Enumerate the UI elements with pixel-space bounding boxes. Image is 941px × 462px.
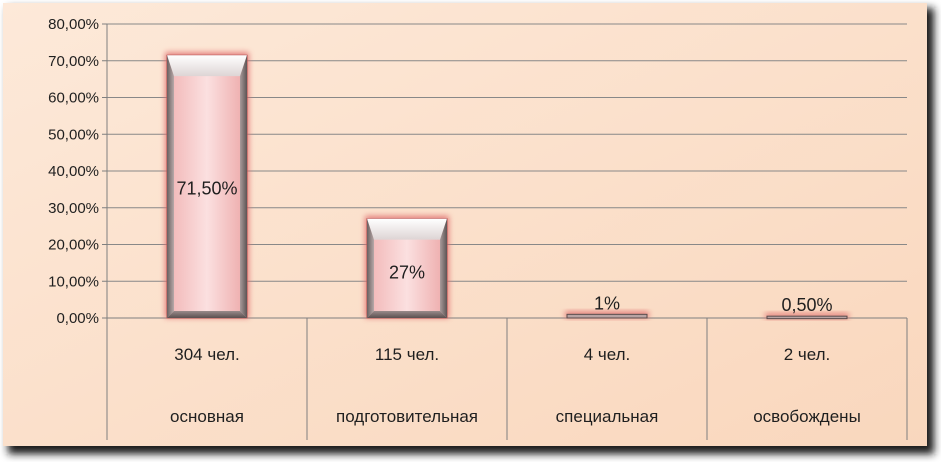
bar-bevel-top xyxy=(167,55,247,77)
category-count-label: 115 чел. xyxy=(375,345,439,364)
plot-background xyxy=(3,3,927,446)
y-tick-label: 40,00% xyxy=(48,163,99,180)
labels: 71,50% 27% 1% 0,50% 304 чел. основная 115 чел.… xyxy=(170,178,861,426)
data-label: 71,50% xyxy=(176,178,237,198)
bar-body xyxy=(566,313,648,319)
bar-face xyxy=(174,76,240,311)
bar-bevel-right xyxy=(440,218,447,318)
data-label: 1% xyxy=(594,293,620,313)
category-name-label: специальная xyxy=(556,407,659,426)
bar xyxy=(165,52,249,319)
bar-bevel-left xyxy=(167,55,174,319)
y-tick-label: 30,00% xyxy=(48,200,99,217)
y-tick-label: 50,00% xyxy=(48,126,99,143)
axes: 0,00% 10,00% 20,00% 30,00% 40,00% 50,00% 60,00… xyxy=(48,16,908,440)
y-tick-label: 0,00% xyxy=(56,310,99,327)
bar-bevel-bottom xyxy=(367,311,447,318)
bar-body xyxy=(766,315,848,320)
chart-frame xyxy=(3,3,934,454)
y-tick-label: 60,00% xyxy=(48,90,99,107)
y-tick-label: 70,00% xyxy=(48,53,99,70)
bar xyxy=(565,311,649,319)
bar xyxy=(365,215,449,319)
category-name-label: подготовительная xyxy=(336,407,478,426)
bar-bevel-right xyxy=(240,55,247,319)
category-count-label: 4 чел. xyxy=(584,345,631,364)
bar-bevel-top xyxy=(367,218,447,240)
y-tick-label: 80,00% xyxy=(48,16,99,33)
data-label: 0,50% xyxy=(781,295,832,315)
y-tick-label: 10,00% xyxy=(48,273,99,290)
bar xyxy=(765,313,849,320)
bars xyxy=(165,52,849,320)
y-tick-label: 20,00% xyxy=(48,237,99,254)
data-label: 27% xyxy=(389,262,425,282)
bar-bevel-left xyxy=(367,218,374,318)
bar-bevel-bottom xyxy=(167,311,247,318)
category-name-label: освобождены xyxy=(753,407,861,426)
bar-face xyxy=(374,239,440,311)
category-name-label: основная xyxy=(170,407,244,426)
category-count-label: 2 чел. xyxy=(784,345,831,364)
category-count-label: 304 чел. xyxy=(174,345,239,364)
